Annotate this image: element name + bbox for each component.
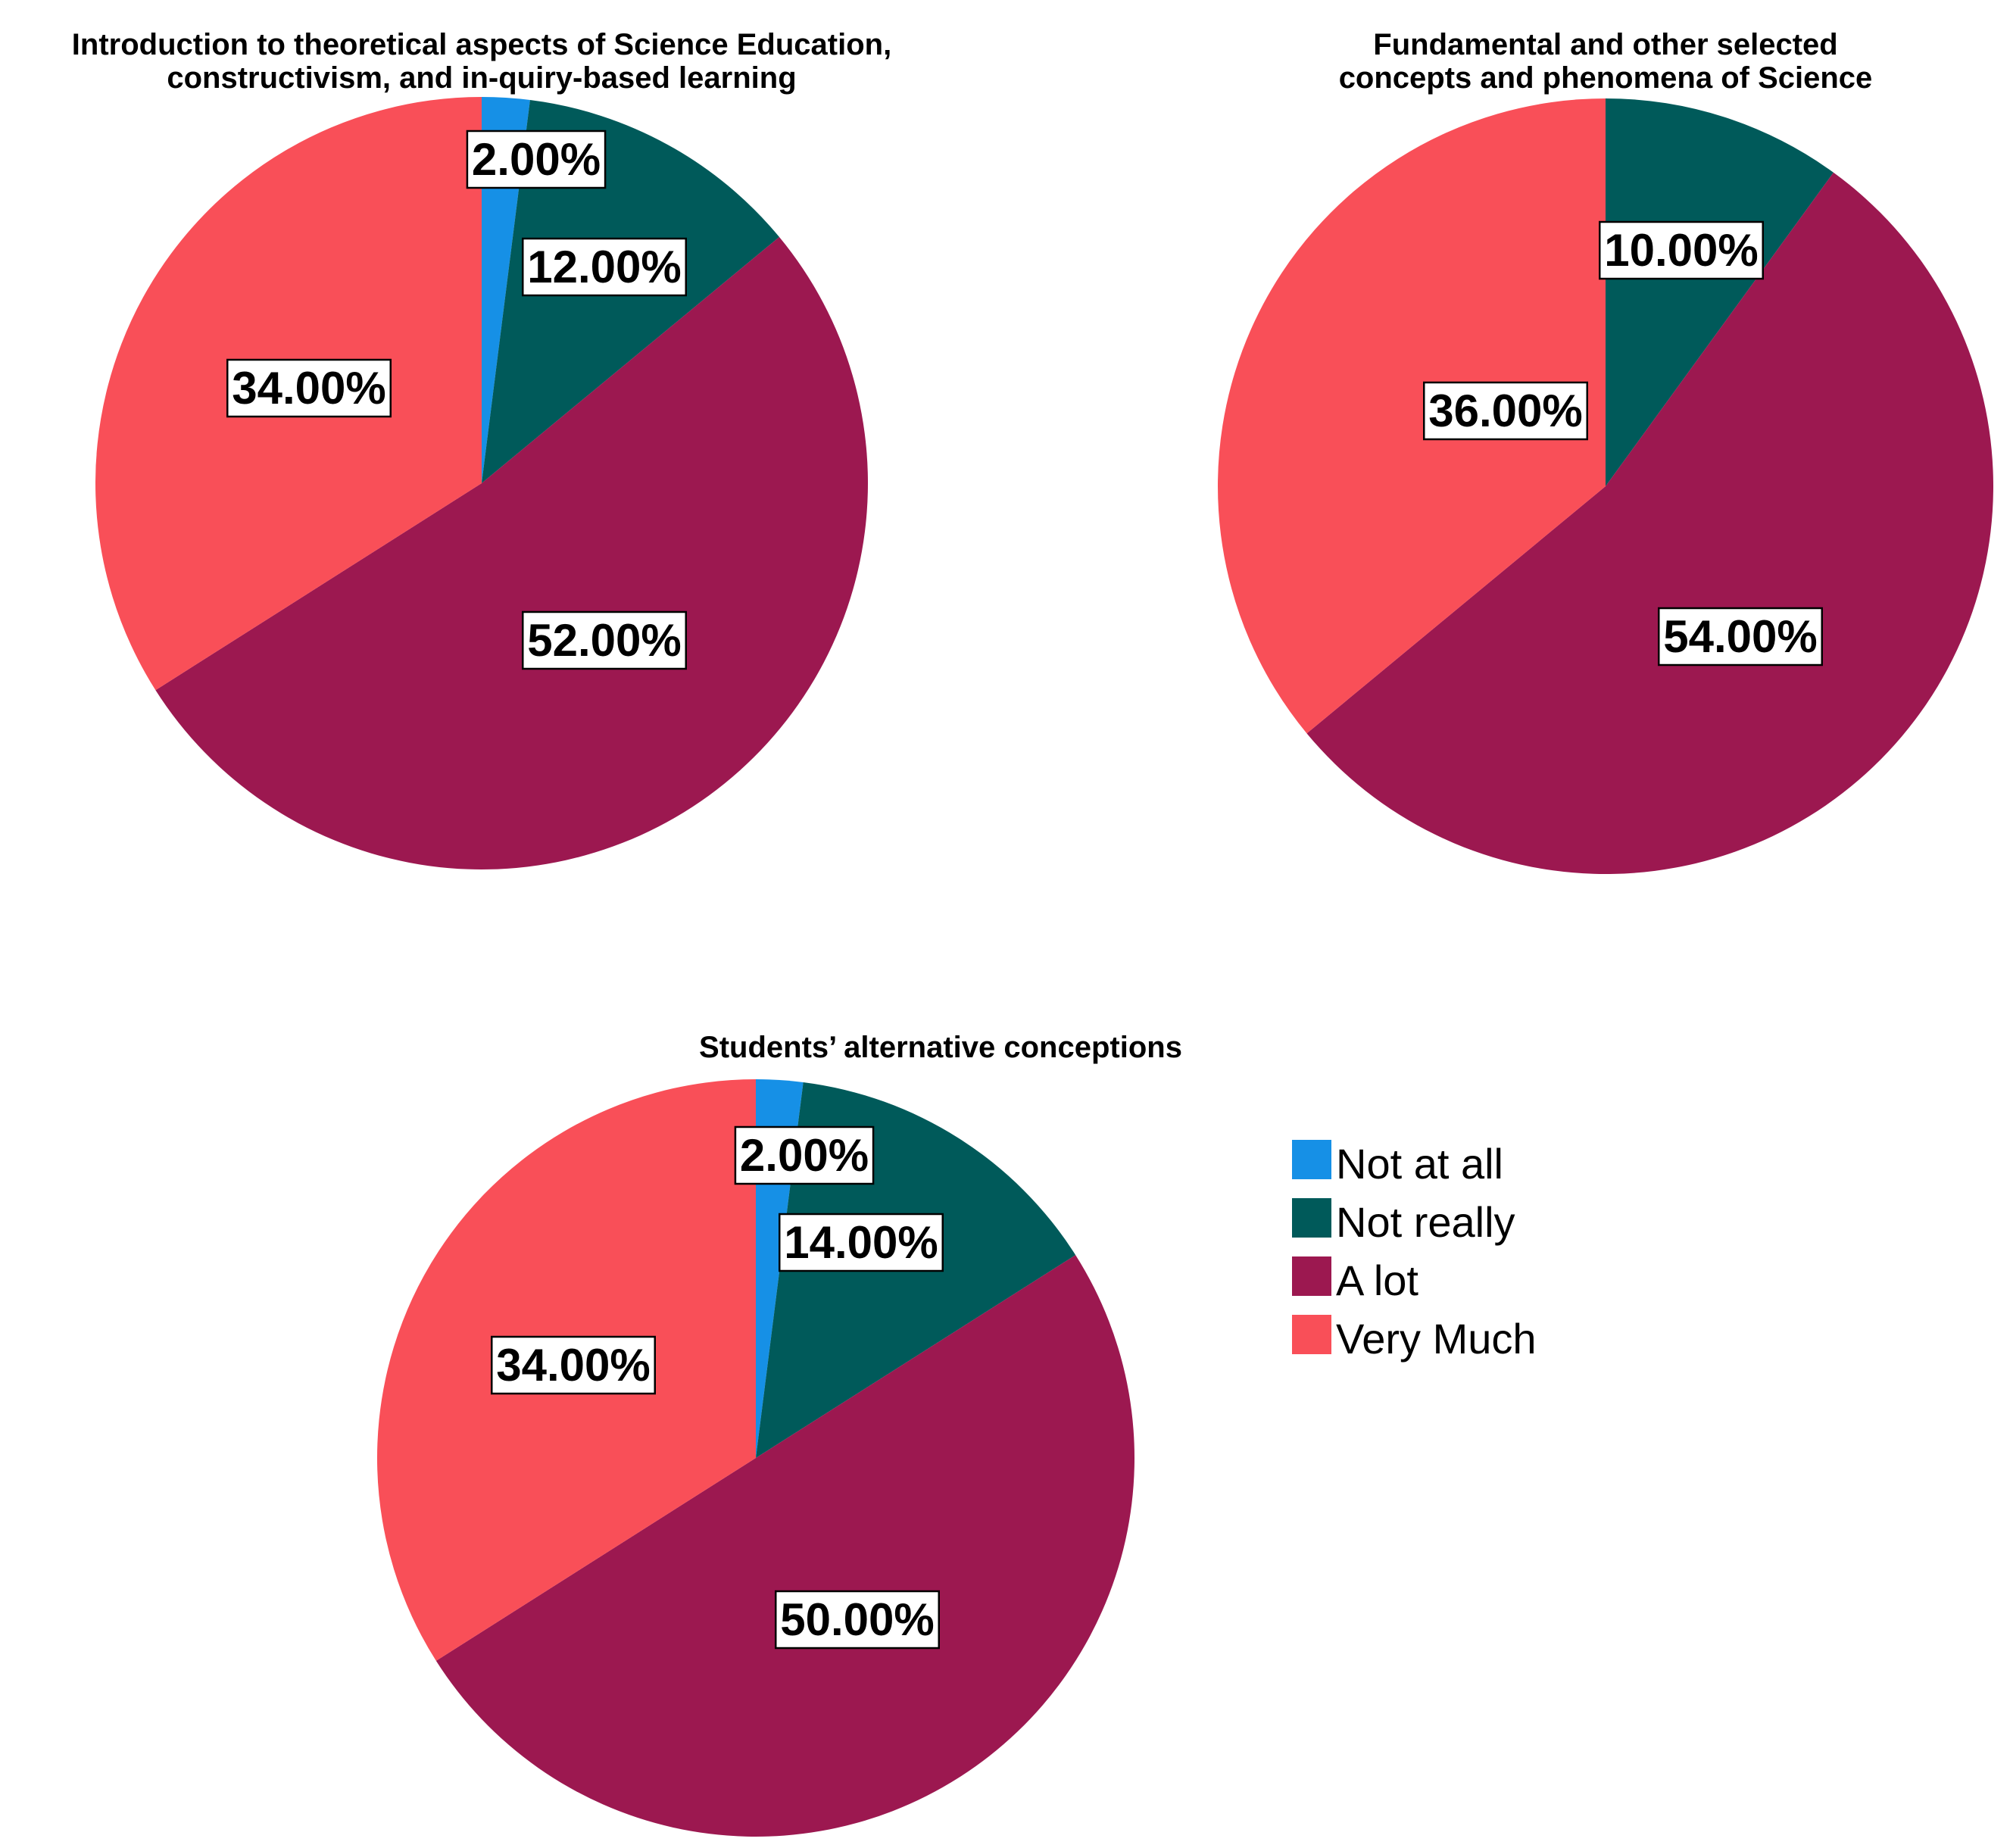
pie-slice-a-lot: [155, 236, 868, 869]
pie-slice-a-lot: [1306, 172, 1994, 874]
data-label-text: 2.00%: [740, 1130, 869, 1181]
data-label-text: 34.00%: [232, 363, 386, 414]
chart-title-line: Introduction to theoretical aspects of S…: [72, 28, 891, 61]
pie-chart-alternative-conceptions: Students’ alternative conceptions 2.00% 1…: [377, 1031, 1182, 1837]
data-label-box: [775, 1590, 940, 1650]
data-label-not-really: 12.00%: [522, 237, 687, 297]
pie-slices: [95, 97, 868, 869]
data-label-a-lot: 54.00%: [1658, 607, 1823, 666]
data-label-very-much: 36.00%: [1423, 381, 1588, 441]
pie-slice-a-lot: [435, 1255, 1134, 1837]
data-label-text: 50.00%: [780, 1594, 935, 1645]
legend-swatch: [1292, 1315, 1331, 1354]
legend-label: Not at all: [1336, 1140, 1503, 1188]
chart-title-line: Fundamental and other selected: [1373, 28, 1837, 61]
data-label-very-much: 34.00%: [226, 358, 392, 418]
chart-title-line: Students’ alternative conceptions: [699, 1031, 1182, 1064]
legend-label: Not really: [1336, 1198, 1515, 1246]
legend-item-a-lot: A lot: [1292, 1256, 1418, 1304]
pie-chart-fundamental-concepts: Fundamental and other selected concepts …: [1218, 28, 1994, 874]
data-label-box: [1599, 220, 1764, 280]
legend: Not at all Not really A lot Very Much: [1292, 1140, 1537, 1363]
data-label-text: 34.00%: [496, 1340, 651, 1391]
legend-label: A lot: [1336, 1256, 1418, 1304]
data-label-very-much: 34.00%: [491, 1335, 656, 1395]
data-label-text: 52.00%: [527, 615, 682, 666]
legend-swatch: [1292, 1140, 1331, 1179]
data-label-box: [734, 1125, 875, 1185]
pie-slice-very-much: [1218, 98, 1606, 734]
data-label-box: [466, 130, 607, 189]
data-label-box: [226, 358, 392, 418]
legend-item-not-at-all: Not at all: [1292, 1140, 1503, 1188]
legend-label: Very Much: [1336, 1315, 1537, 1363]
data-label-box: [522, 237, 687, 297]
legend-swatch: [1292, 1256, 1331, 1296]
chart-title-line: constructivism, and in-quiry-based learn…: [167, 61, 796, 95]
data-label-box: [779, 1213, 944, 1272]
data-label-box: [522, 610, 687, 670]
legend-swatch: [1292, 1198, 1331, 1238]
data-label-box: [491, 1335, 656, 1395]
data-label-text: 10.00%: [1604, 225, 1759, 276]
data-label-text: 12.00%: [527, 242, 682, 292]
data-label-a-lot: 52.00%: [522, 610, 687, 670]
data-label-text: 2.00%: [472, 134, 601, 185]
pie-chart-introduction: Introduction to theoretical aspects of S…: [72, 28, 891, 869]
pie-labels: 10.00% 54.00% 36.00%: [1423, 220, 1823, 666]
pie-slices: [377, 1079, 1134, 1837]
data-label-box: [1658, 607, 1823, 666]
data-label-not-at-all: 2.00%: [466, 130, 607, 189]
pie-labels: 2.00% 14.00% 50.00% 34.00%: [491, 1125, 944, 1650]
data-label-not-really: 14.00%: [779, 1213, 944, 1272]
legend-item-not-really: Not really: [1292, 1198, 1515, 1246]
pie-slice-not-really: [1606, 98, 1834, 486]
pie-slices: [1218, 98, 1994, 874]
data-label-text: 54.00%: [1663, 611, 1818, 662]
chart-title-line: concepts and phenomena of Science: [1339, 61, 1873, 95]
legend-item-very-much: Very Much: [1292, 1315, 1537, 1363]
data-label-box: [1423, 381, 1588, 441]
data-label-text: 14.00%: [784, 1217, 938, 1268]
pie-slice-not-at-all: [482, 97, 530, 483]
pie-labels: 2.00% 12.00% 52.00% 34.00%: [226, 130, 687, 670]
data-label-a-lot: 50.00%: [775, 1590, 940, 1650]
data-label-not-at-all: 2.00%: [734, 1125, 875, 1185]
data-label-not-really: 10.00%: [1599, 220, 1764, 280]
data-label-text: 36.00%: [1428, 386, 1583, 436]
